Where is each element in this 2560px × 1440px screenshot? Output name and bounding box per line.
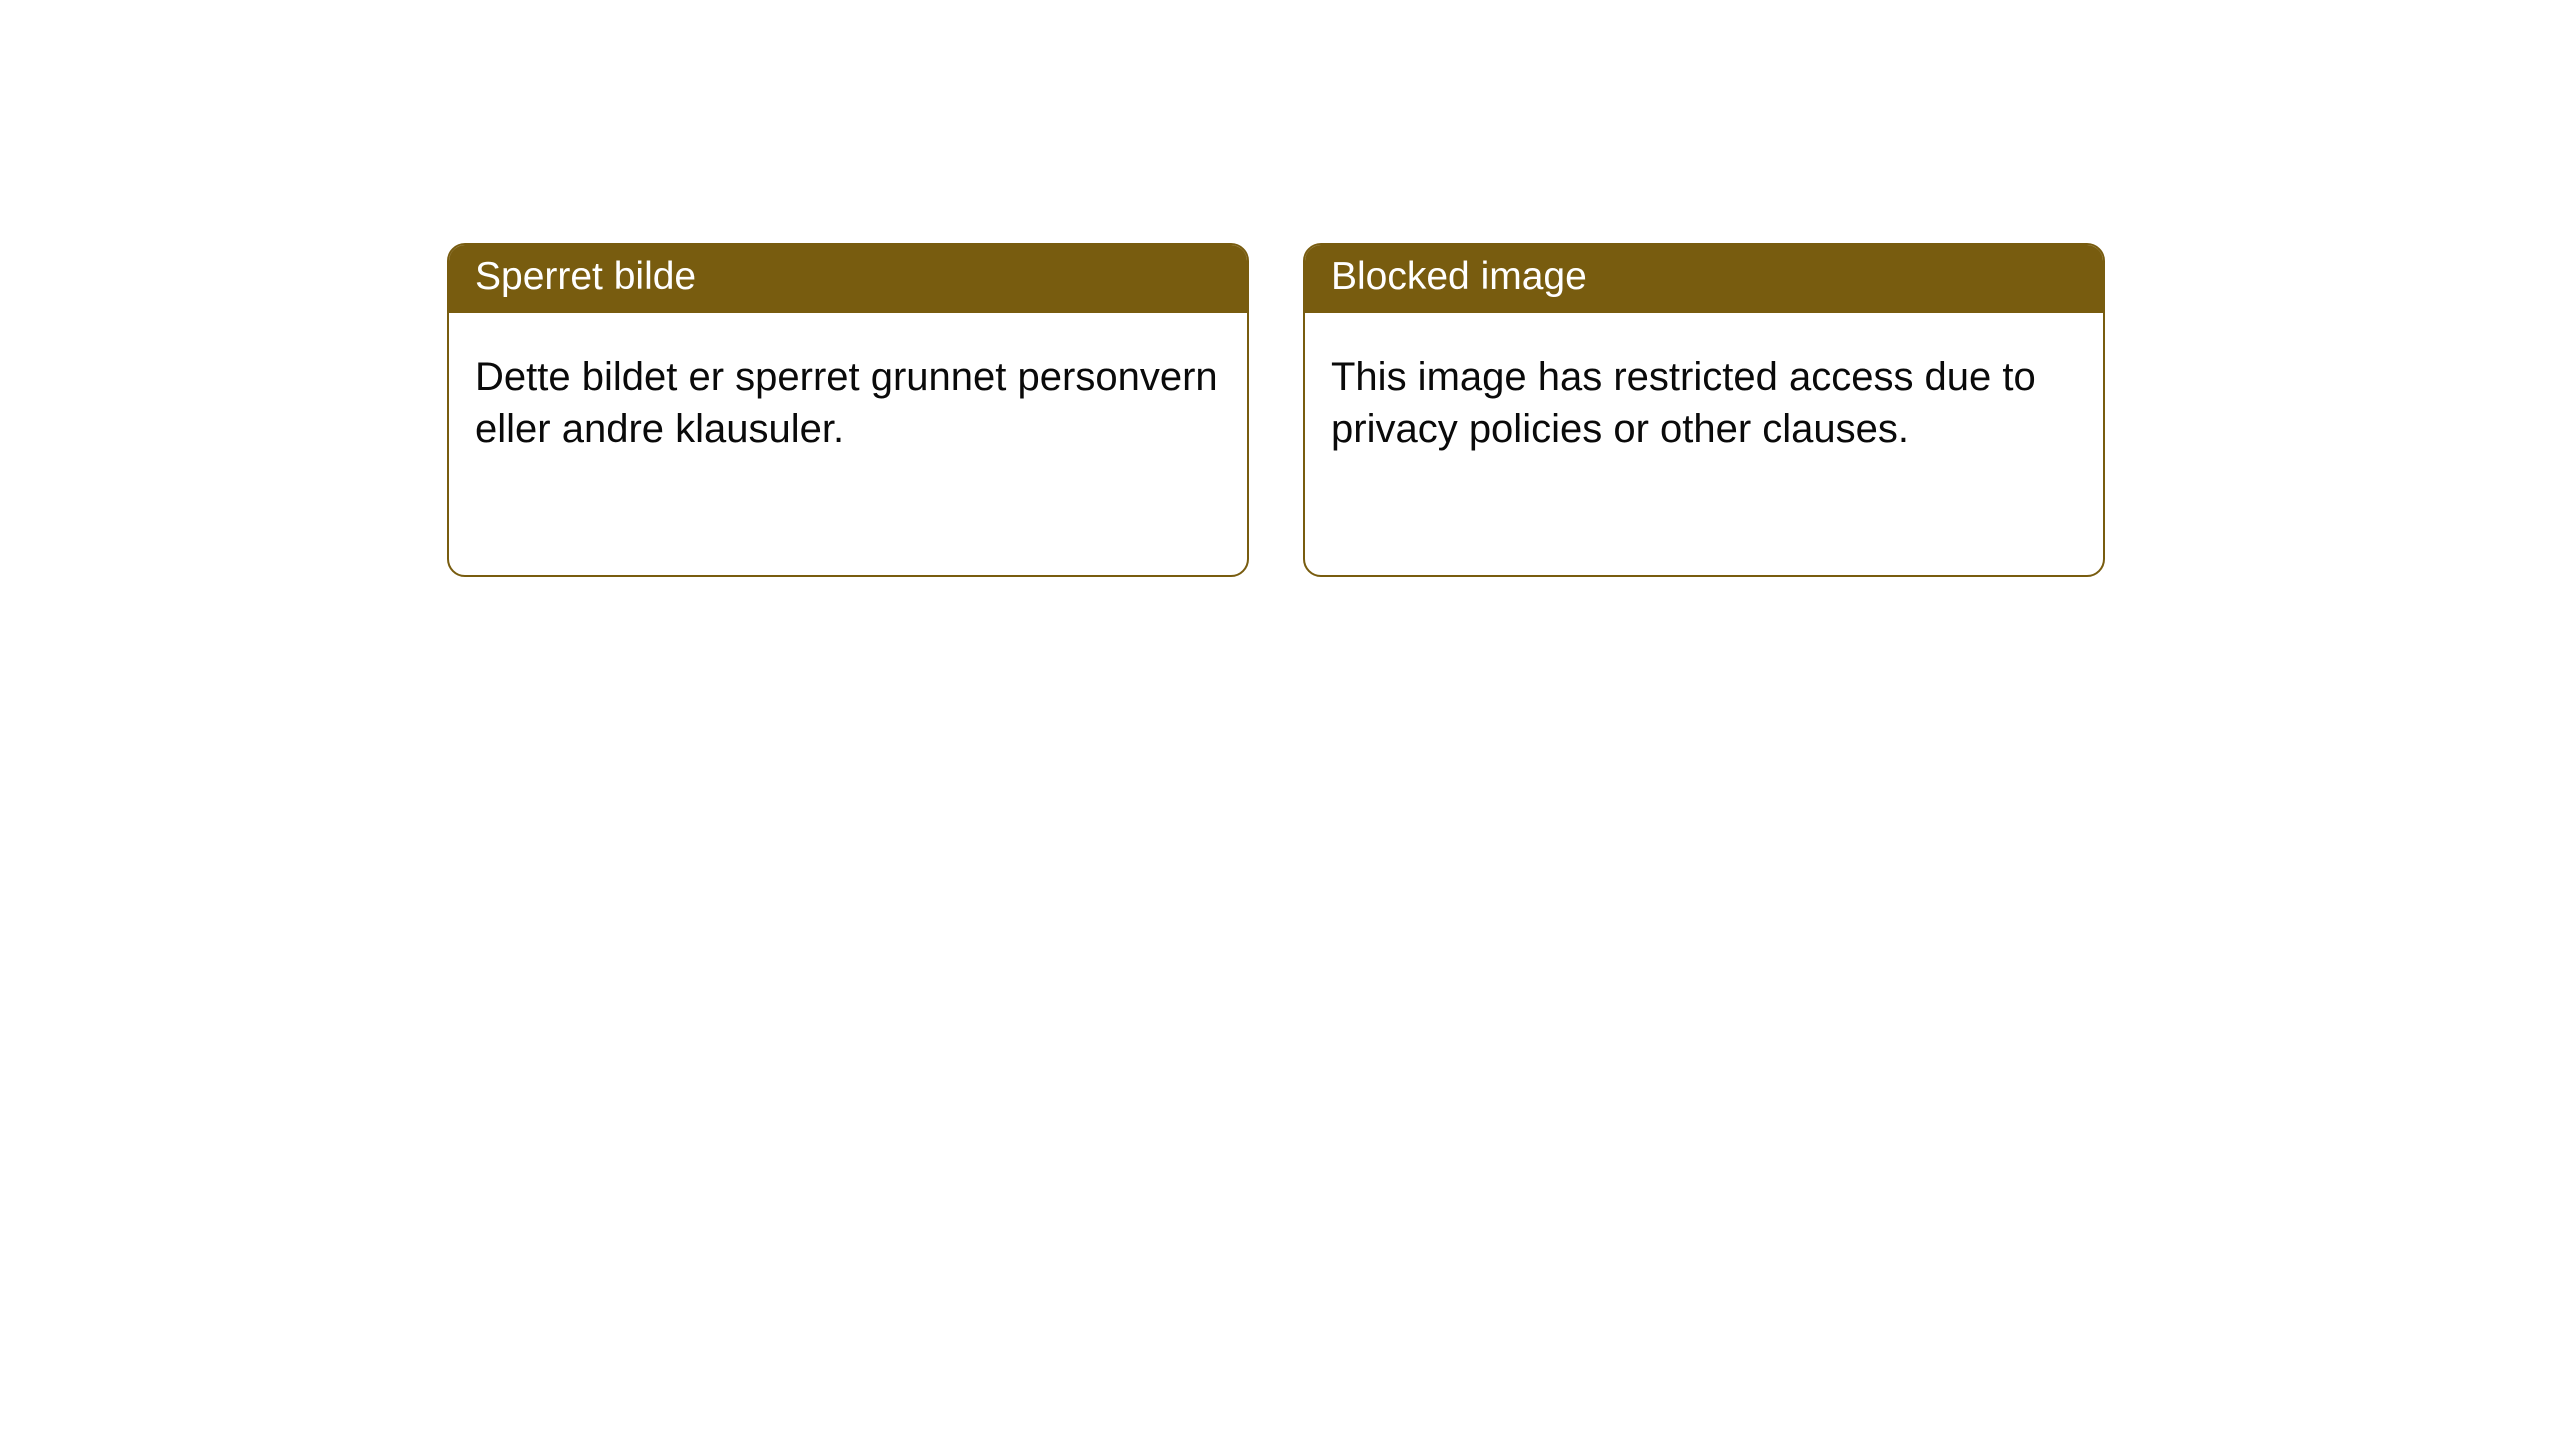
notice-title: Sperret bilde — [475, 255, 696, 298]
notice-card-english: Blocked image This image has restricted … — [1303, 243, 2105, 577]
notice-header: Blocked image — [1305, 245, 2103, 313]
notice-title: Blocked image — [1331, 255, 1587, 298]
notice-body: This image has restricted access due to … — [1305, 313, 2103, 475]
notice-body: Dette bildet er sperret grunnet personve… — [449, 313, 1247, 475]
notice-body-text: This image has restricted access due to … — [1331, 355, 2036, 451]
notice-card-norwegian: Sperret bilde Dette bildet er sperret gr… — [447, 243, 1249, 577]
notice-container: Sperret bilde Dette bildet er sperret gr… — [0, 0, 2560, 577]
notice-body-text: Dette bildet er sperret grunnet personve… — [475, 355, 1218, 451]
notice-header: Sperret bilde — [449, 245, 1247, 313]
